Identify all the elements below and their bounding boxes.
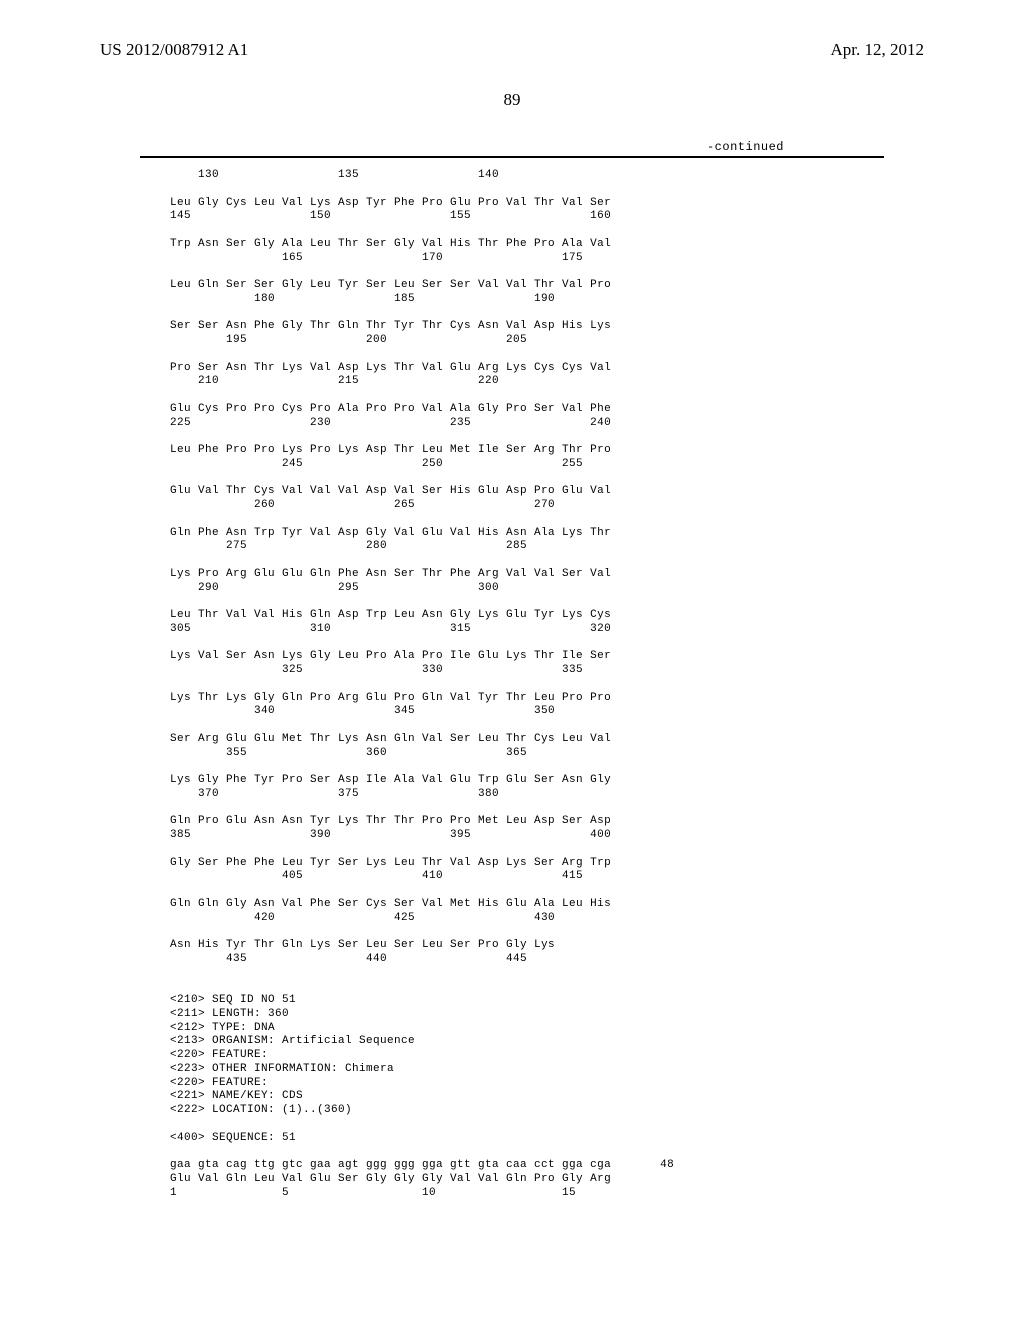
page-number: 89 [60, 90, 964, 110]
sequence-listing: 130 135 140 Leu Gly Cys Leu Val Lys Asp … [170, 169, 964, 1200]
doc-id: US 2012/0087912 A1 [100, 40, 248, 60]
doc-date: Apr. 12, 2012 [831, 40, 925, 60]
patent-page: US 2012/0087912 A1 Apr. 12, 2012 89 -con… [0, 0, 1024, 1320]
continued-label: -continued [60, 140, 964, 154]
divider [140, 156, 884, 158]
